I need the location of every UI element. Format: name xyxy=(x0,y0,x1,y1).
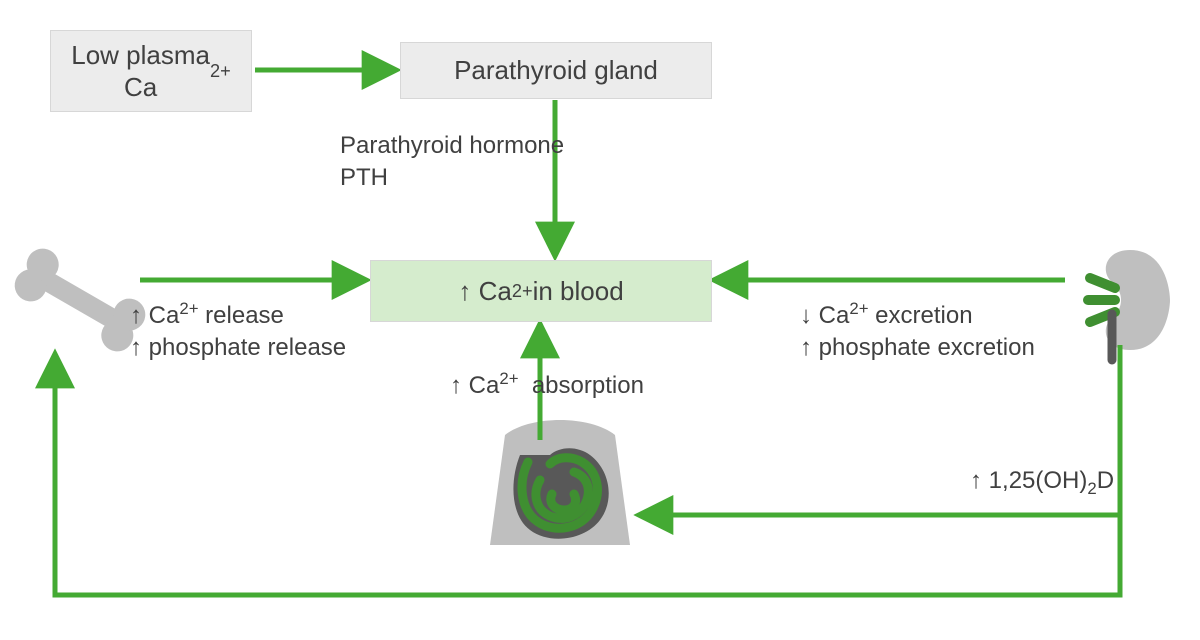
label-ca-absorption: Ca2+ absorption xyxy=(450,370,644,402)
label-bone-effects: Ca2+ releasephosphate release xyxy=(130,300,346,365)
node-low-plasma-ca: Low plasmaCa2+ xyxy=(50,30,252,112)
node-ca-in-blood: Ca2+ in blood xyxy=(370,260,712,322)
intestine-icon xyxy=(490,420,630,545)
label-kidney-effects: Ca2+ excretionphosphate excretion xyxy=(800,300,1035,365)
label-pth: Parathyroid hormonePTH xyxy=(340,130,564,195)
node-parathyroid-gland: Parathyroid gland xyxy=(400,42,712,99)
kidney-icon xyxy=(1088,250,1170,360)
label-vitamin-d: 1,25(OH)2D xyxy=(970,465,1114,497)
diagram-stage: Low plasmaCa2+ Parathyroid gland Ca2+ in… xyxy=(0,0,1200,640)
